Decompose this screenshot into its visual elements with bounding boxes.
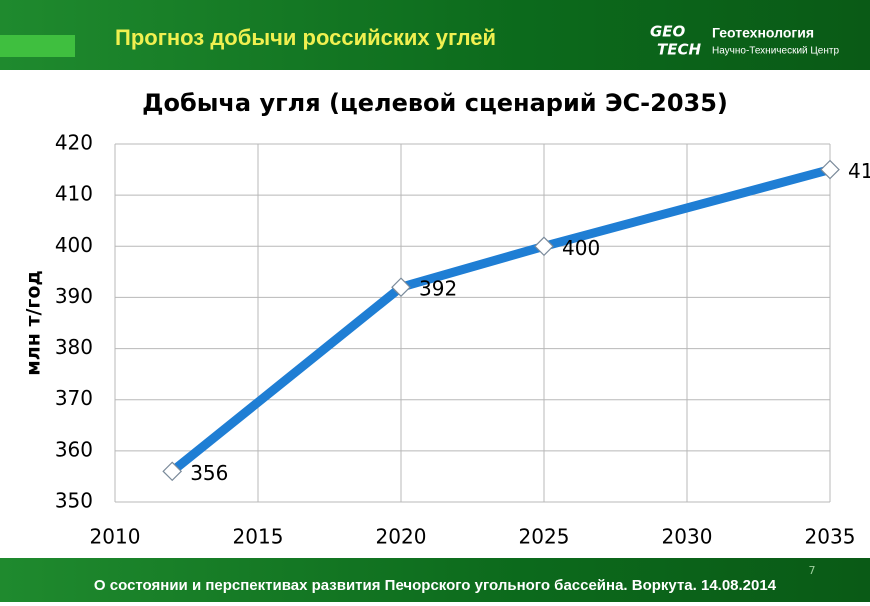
data-point <box>162 461 183 482</box>
y-tick-label: 350 <box>55 489 93 513</box>
x-tick-label: 2025 <box>519 525 570 549</box>
header-title: Прогноз добычи российских углей <box>115 25 496 50</box>
logo-bottom: TECH <box>657 41 701 59</box>
footer-bar <box>0 558 870 602</box>
data-label: 400 <box>562 236 600 260</box>
company-name: Геотехнология <box>712 25 814 41</box>
y-tick-label: 400 <box>55 233 93 257</box>
y-tick-label: 370 <box>55 386 93 410</box>
x-tick-label: 2035 <box>805 525 856 549</box>
x-tick-label: 2020 <box>376 525 427 549</box>
page-number: 7 <box>809 564 816 577</box>
data-line <box>169 165 832 475</box>
data-point <box>534 236 554 257</box>
company-subtitle: Научно-Технический Центр <box>712 46 839 57</box>
y-tick-label: 380 <box>55 335 93 359</box>
y-tick-label: 410 <box>55 182 93 206</box>
x-tick-label: 2030 <box>662 525 713 549</box>
data-point <box>391 277 411 298</box>
y-tick-label: 420 <box>55 131 93 155</box>
chart-title: Добыча угля (целевой сценарий ЭС-2035) <box>142 89 728 117</box>
y-axis-label: млн т/год <box>23 270 45 375</box>
data-label: 415 <box>848 159 870 183</box>
data-label: 356 <box>190 461 228 485</box>
logo-top: GEO <box>650 23 686 41</box>
footer-text: О состоянии и перспективах развития Печо… <box>94 577 777 594</box>
y-tick-label: 360 <box>55 437 93 461</box>
y-tick-label: 390 <box>55 284 93 308</box>
x-tick-label: 2015 <box>233 525 284 549</box>
header-bar <box>0 0 870 70</box>
data-point <box>820 159 840 180</box>
data-label: 392 <box>419 277 457 301</box>
plot: 350 360 370 380 390 400 410 420 2010 2015 2020 2025… <box>55 131 870 549</box>
x-tick-label: 2010 <box>90 525 141 549</box>
header-accent <box>0 35 75 57</box>
